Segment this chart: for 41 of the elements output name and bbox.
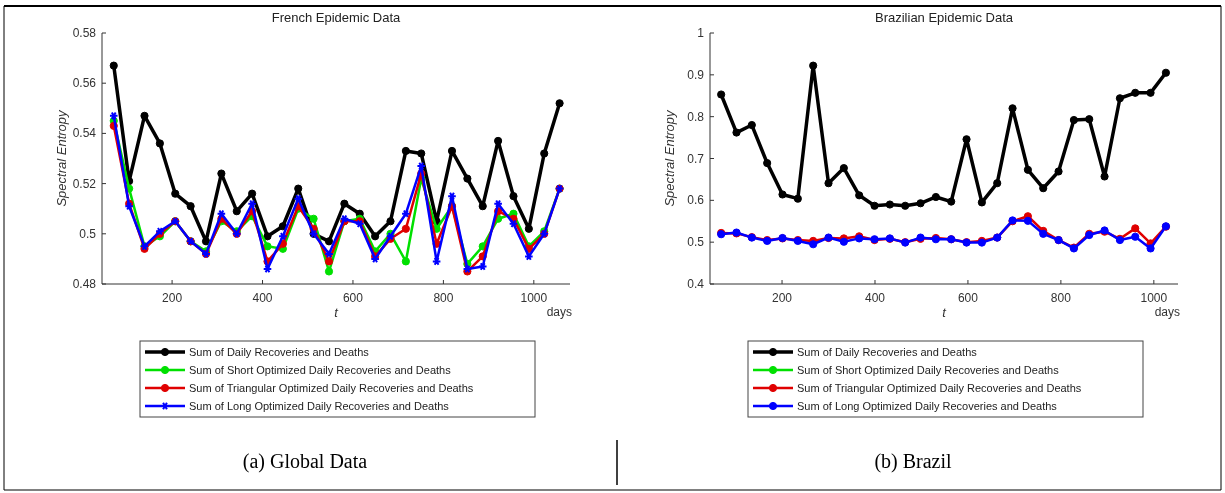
x-tick-label: 600 bbox=[342, 291, 364, 305]
y-axis-title: Spectral Entropy bbox=[662, 108, 677, 207]
x-tick-label: 1000 bbox=[520, 291, 548, 305]
y-axis-title: Spectral Entropy bbox=[54, 108, 69, 207]
y-tick-label: 0.56 bbox=[72, 76, 97, 91]
text: days bbox=[1154, 305, 1180, 319]
y-tick-label: 0.7 bbox=[687, 151, 705, 166]
x-tick-label: 800 bbox=[433, 291, 454, 305]
text: (b) Brazil bbox=[874, 450, 953, 473]
x-tick-label: 1000 bbox=[1140, 291, 1168, 305]
text: (a) Global Data bbox=[242, 450, 368, 473]
y-tick-label: 0.58 bbox=[72, 26, 97, 40]
legend-label: Sum of Triangular Optimized Daily Recoveries and Deaths bbox=[189, 382, 474, 394]
y-tick-label: 0.5 bbox=[687, 235, 705, 250]
legend-label: Sum of Long Optimized Daily Recoveries and Deaths bbox=[797, 400, 1058, 412]
chart-title: French Epidemic Data bbox=[271, 10, 402, 25]
y-tick-label: 0.6 bbox=[687, 193, 705, 208]
x-tick-label: 400 bbox=[252, 291, 273, 305]
legend-label: Sum of Daily Recoveries and Deaths bbox=[189, 346, 370, 358]
x-tick-label: 800 bbox=[1050, 291, 1072, 305]
legend-label: Sum of Short Optimized Daily Recoveries and Deaths bbox=[189, 364, 452, 376]
chart-title: Brazilian Epidemic Data bbox=[874, 10, 1014, 25]
y-tick-label: 0.4 bbox=[687, 277, 705, 291]
y-tick-label: 0.52 bbox=[72, 176, 97, 191]
y-tick-label: 0.9 bbox=[687, 67, 705, 82]
y-tick-label: 0.8 bbox=[687, 109, 705, 124]
y-tick-label: 1 bbox=[697, 26, 705, 40]
text: days bbox=[546, 305, 572, 319]
x-axis-title: t bbox=[942, 305, 948, 320]
y-tick-label: 0.48 bbox=[72, 277, 97, 291]
x-tick-label: 200 bbox=[162, 291, 183, 305]
legend-label: Sum of Daily Recoveries and Deaths bbox=[797, 346, 978, 358]
legend-label: Sum of Triangular Optimized Daily Recoveries and Deaths bbox=[797, 382, 1082, 394]
x-axis-title: t bbox=[334, 305, 340, 320]
y-tick-label: 0.54 bbox=[72, 126, 97, 141]
legend-label: Sum of Long Optimized Daily Recoveries and Deaths bbox=[189, 400, 450, 412]
x-tick-label: 600 bbox=[957, 291, 979, 305]
x-tick-label: 200 bbox=[772, 291, 793, 305]
y-tick-label: 0.5 bbox=[79, 226, 97, 241]
legend-label: Sum of Short Optimized Daily Recoveries and Deaths bbox=[797, 364, 1060, 376]
x-tick-label: 400 bbox=[864, 291, 886, 305]
